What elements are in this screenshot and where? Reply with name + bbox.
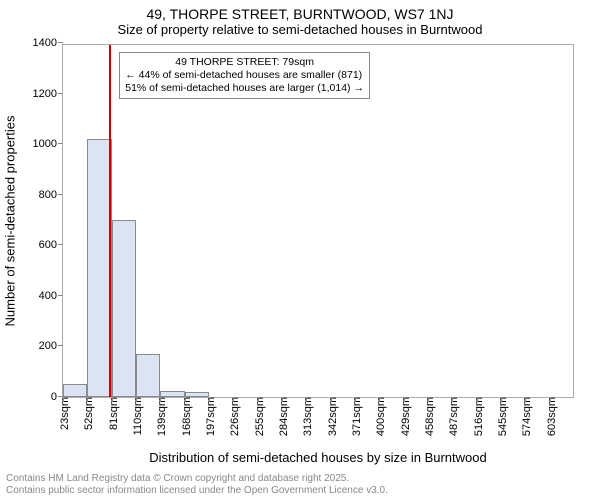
y-tick-label: 1000 — [33, 138, 63, 150]
chart-title-block: 49, THORPE STREET, BURNTWOOD, WS7 1NJ Si… — [0, 0, 600, 37]
annotation-box: 49 THORPE STREET: 79sqm← 44% of semi-det… — [119, 52, 370, 99]
histogram-bar — [136, 354, 160, 397]
x-tick-label: 139sqm — [156, 397, 168, 436]
x-tick-label: 545sqm — [497, 397, 509, 436]
x-tick-mark — [550, 397, 551, 402]
x-tick-mark — [501, 397, 502, 402]
x-tick-label: 313sqm — [302, 397, 314, 436]
annotation-line: 49 THORPE STREET: 79sqm — [125, 56, 364, 69]
x-tick-mark — [379, 397, 380, 402]
x-tick-mark — [136, 397, 137, 402]
histogram-bar — [87, 139, 111, 397]
x-tick-mark — [63, 397, 64, 402]
x-tick-label: 371sqm — [351, 397, 363, 436]
x-tick-label: 52sqm — [83, 397, 95, 430]
x-tick-mark — [112, 397, 113, 402]
y-tick-mark — [58, 295, 63, 296]
plot-area: 49 THORPE STREET: 79sqm← 44% of semi-det… — [62, 44, 574, 398]
x-tick-mark — [282, 397, 283, 402]
y-tick-mark — [58, 143, 63, 144]
x-tick-mark — [477, 397, 478, 402]
x-tick-label: 110sqm — [132, 397, 144, 435]
x-tick-label: 458sqm — [424, 397, 436, 436]
y-tick-mark — [58, 244, 63, 245]
x-tick-mark — [428, 397, 429, 402]
y-tick-mark — [58, 194, 63, 195]
x-tick-mark — [525, 397, 526, 402]
x-tick-mark — [355, 397, 356, 402]
y-axis-label: Number of semi-detached properties — [3, 44, 18, 398]
x-tick-label: 168sqm — [181, 397, 193, 436]
x-tick-mark — [452, 397, 453, 402]
x-tick-mark — [306, 397, 307, 402]
x-tick-mark — [233, 397, 234, 402]
x-tick-mark — [258, 397, 259, 402]
x-tick-label: 197sqm — [205, 397, 217, 436]
x-tick-mark — [331, 397, 332, 402]
x-axis-label: Distribution of semi-detached houses by … — [62, 450, 574, 465]
x-tick-mark — [185, 397, 186, 402]
chart-title: 49, THORPE STREET, BURNTWOOD, WS7 1NJ — [0, 6, 600, 22]
x-tick-label: 226sqm — [229, 397, 241, 436]
y-tick-mark — [58, 345, 63, 346]
x-tick-label: 429sqm — [400, 397, 412, 436]
x-tick-mark — [404, 397, 405, 402]
x-tick-label: 255sqm — [254, 397, 266, 436]
y-tick-mark — [58, 93, 63, 94]
x-tick-label: 284sqm — [278, 397, 290, 436]
x-tick-mark — [209, 397, 210, 402]
annotation-line: ← 44% of semi-detached houses are smalle… — [125, 69, 364, 82]
y-tick-label: 200 — [39, 340, 63, 352]
reference-line — [109, 45, 111, 397]
x-tick-label: 487sqm — [448, 397, 460, 436]
y-tick-label: 600 — [39, 239, 63, 251]
histogram-bar — [112, 220, 136, 397]
x-tick-label: 81sqm — [108, 397, 120, 430]
x-tick-label: 603sqm — [546, 397, 558, 436]
y-tick-label: 1200 — [33, 88, 63, 100]
x-tick-label: 574sqm — [521, 397, 533, 436]
x-tick-label: 400sqm — [375, 397, 387, 436]
x-tick-mark — [160, 397, 161, 402]
footer-line2: Contains public sector information licen… — [6, 485, 388, 497]
annotation-line: 51% of semi-detached houses are larger (… — [125, 82, 364, 95]
y-tick-label: 800 — [39, 189, 63, 201]
chart-subtitle: Size of property relative to semi-detach… — [0, 22, 600, 37]
x-tick-label: 342sqm — [327, 397, 339, 436]
y-tick-label: 400 — [39, 290, 63, 302]
x-tick-label: 23sqm — [59, 397, 71, 430]
x-tick-label: 516sqm — [473, 397, 485, 436]
x-tick-mark — [87, 397, 88, 402]
footer-attribution: Contains HM Land Registry data © Crown c… — [6, 473, 388, 497]
histogram-bar — [63, 384, 87, 397]
y-tick-mark — [58, 42, 63, 43]
footer-line1: Contains HM Land Registry data © Crown c… — [6, 473, 388, 485]
y-tick-label: 1400 — [33, 37, 63, 49]
